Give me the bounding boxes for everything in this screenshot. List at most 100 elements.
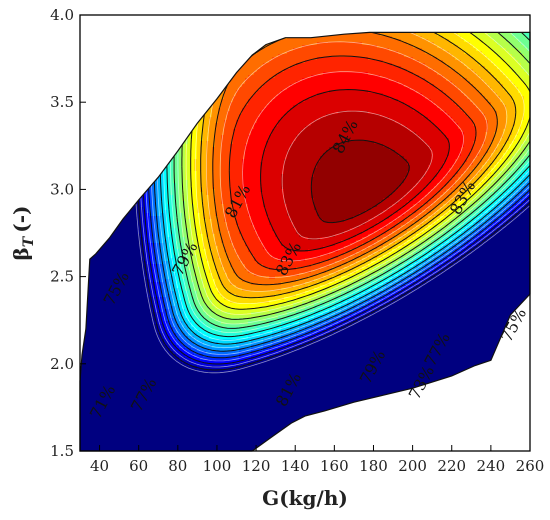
band-cell bbox=[158, 84, 162, 88]
band-cell bbox=[95, 48, 99, 52]
band-cell bbox=[122, 102, 126, 106]
band-cell bbox=[98, 132, 102, 136]
band-cell bbox=[92, 138, 96, 142]
band-cell bbox=[164, 60, 168, 64]
band-cell bbox=[107, 360, 111, 364]
band-cell bbox=[149, 78, 153, 82]
band-cell bbox=[164, 32, 168, 34]
band-cell bbox=[164, 90, 168, 94]
band-cell bbox=[98, 105, 102, 109]
band-cell bbox=[92, 183, 96, 187]
band-cell bbox=[167, 33, 171, 37]
band-cell bbox=[140, 144, 144, 148]
band-cell bbox=[137, 165, 141, 169]
band-cell bbox=[140, 120, 144, 124]
band-cell bbox=[83, 420, 87, 424]
band-cell bbox=[161, 102, 165, 106]
band-cell bbox=[95, 300, 99, 304]
band-cell bbox=[131, 192, 135, 196]
band-cell bbox=[110, 210, 114, 214]
band-cell bbox=[161, 126, 165, 130]
band-cell bbox=[113, 60, 117, 64]
band-cell bbox=[83, 234, 87, 238]
band-cell bbox=[86, 168, 90, 172]
band-cell bbox=[113, 213, 117, 217]
band-cell bbox=[107, 45, 111, 49]
band-cell bbox=[104, 342, 108, 346]
band-cell bbox=[113, 375, 117, 379]
band-cell bbox=[182, 45, 186, 49]
band-cell bbox=[92, 285, 96, 289]
band-cell bbox=[95, 432, 99, 436]
band-cell bbox=[101, 408, 105, 412]
band-cell bbox=[107, 411, 111, 415]
band-cell bbox=[158, 123, 162, 127]
band-cell bbox=[89, 429, 93, 433]
band-cell bbox=[89, 66, 93, 70]
band-cell bbox=[101, 45, 105, 49]
band-cell bbox=[155, 168, 159, 172]
band-cell bbox=[149, 81, 153, 85]
band-cell bbox=[101, 360, 105, 364]
band-cell bbox=[149, 96, 153, 100]
band-cell bbox=[83, 78, 87, 82]
band-cell bbox=[92, 360, 96, 364]
band-cell bbox=[173, 111, 177, 115]
band-cell bbox=[161, 87, 165, 91]
band-cell bbox=[125, 150, 129, 154]
band-cell bbox=[146, 48, 150, 52]
band-cell bbox=[125, 48, 129, 52]
band-cell bbox=[95, 366, 99, 370]
band-cell bbox=[161, 132, 165, 136]
band-cell bbox=[107, 177, 111, 181]
band-cell bbox=[92, 411, 96, 415]
band-cell bbox=[131, 42, 135, 46]
band-cell bbox=[158, 165, 162, 169]
band-cell bbox=[134, 153, 138, 157]
band-cell bbox=[116, 171, 120, 175]
band-cell bbox=[92, 32, 96, 34]
band-cell bbox=[110, 105, 114, 109]
band-cell bbox=[107, 48, 111, 52]
band-cell bbox=[137, 39, 141, 43]
band-cell bbox=[164, 66, 168, 70]
band-cell bbox=[89, 156, 93, 160]
band-cell bbox=[92, 123, 96, 127]
band-cell bbox=[104, 69, 108, 73]
band-cell bbox=[158, 150, 162, 154]
band-cell bbox=[80, 432, 84, 436]
band-cell bbox=[80, 426, 84, 430]
band-cell bbox=[92, 432, 96, 436]
band-cell bbox=[92, 255, 96, 259]
band-cell bbox=[95, 339, 99, 343]
band-cell bbox=[83, 63, 87, 67]
band-cell bbox=[95, 189, 99, 193]
band-cell bbox=[140, 36, 144, 40]
band-cell bbox=[101, 273, 105, 277]
band-cell bbox=[152, 84, 156, 88]
band-cell bbox=[110, 327, 114, 331]
band-cell bbox=[146, 99, 150, 103]
band-cell bbox=[125, 126, 129, 130]
band-cell bbox=[83, 399, 87, 403]
band-cell bbox=[86, 48, 90, 52]
band-cell bbox=[83, 447, 87, 451]
band-cell bbox=[125, 177, 129, 181]
band-cell bbox=[107, 354, 111, 358]
band-cell bbox=[155, 105, 159, 109]
band-cell bbox=[152, 24, 156, 28]
band-cell bbox=[152, 66, 156, 70]
band-cell bbox=[80, 393, 84, 397]
band-cell bbox=[104, 189, 108, 193]
band-cell bbox=[155, 90, 159, 94]
band-cell bbox=[155, 138, 159, 142]
band-cell bbox=[98, 204, 102, 208]
band-cell bbox=[137, 159, 141, 163]
band-cell bbox=[167, 153, 171, 157]
band-cell bbox=[149, 147, 153, 151]
band-cell bbox=[110, 318, 114, 322]
band-cell bbox=[110, 147, 114, 151]
band-cell bbox=[140, 72, 144, 76]
band-cell bbox=[92, 312, 96, 316]
band-cell bbox=[137, 27, 141, 31]
